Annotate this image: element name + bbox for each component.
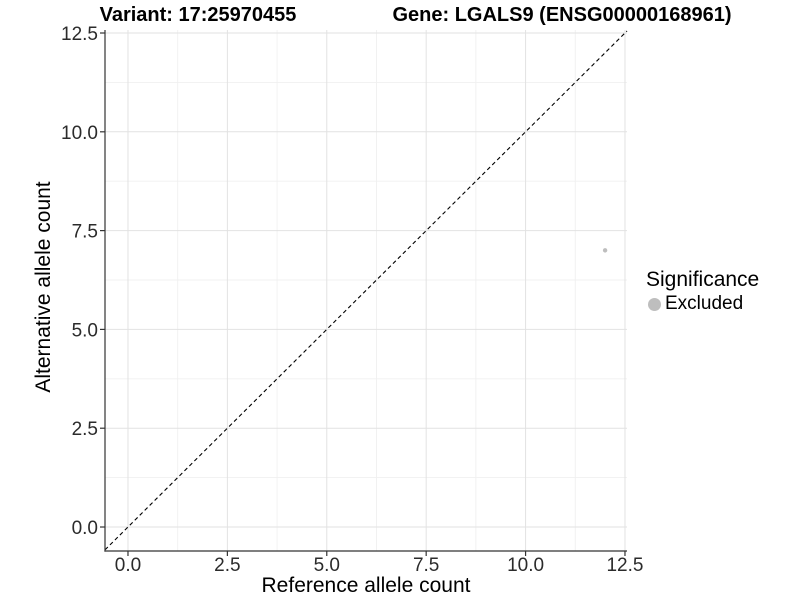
- x-axis-title: Reference allele count: [261, 574, 471, 597]
- plot-title-variant: Variant: 17:25970455: [99, 4, 297, 26]
- legend: Significance Excluded: [646, 268, 759, 315]
- legend-key-dot-icon: [648, 297, 661, 311]
- y-tick-label: 5.0: [72, 320, 98, 341]
- x-tick-label: 0.0: [115, 555, 141, 576]
- y-tick-label: 12.5: [61, 24, 98, 45]
- data-point: [602, 248, 608, 253]
- identity-line: [104, 30, 628, 551]
- legend-title: Significance: [646, 268, 760, 291]
- y-tick-label: 0.0: [72, 518, 98, 539]
- x-tick-label: 12.5: [606, 555, 643, 576]
- x-tick-label: 5.0: [314, 555, 340, 576]
- plot-title-gene: Gene: LGALS9 (ENSG00000168961): [392, 4, 732, 26]
- y-axis-title: Alternative allele count: [32, 181, 55, 393]
- y-tick-label: 10.0: [61, 123, 98, 144]
- legend-entry-excluded: Excluded: [646, 293, 759, 315]
- x-tick-label: 2.5: [214, 555, 240, 576]
- y-tick-label: 7.5: [72, 222, 98, 243]
- legend-entry-label: Excluded: [665, 293, 744, 314]
- x-tick-label: 7.5: [413, 555, 439, 576]
- y-tick-label: 2.5: [72, 419, 98, 440]
- x-tick-label: 10.0: [507, 555, 544, 576]
